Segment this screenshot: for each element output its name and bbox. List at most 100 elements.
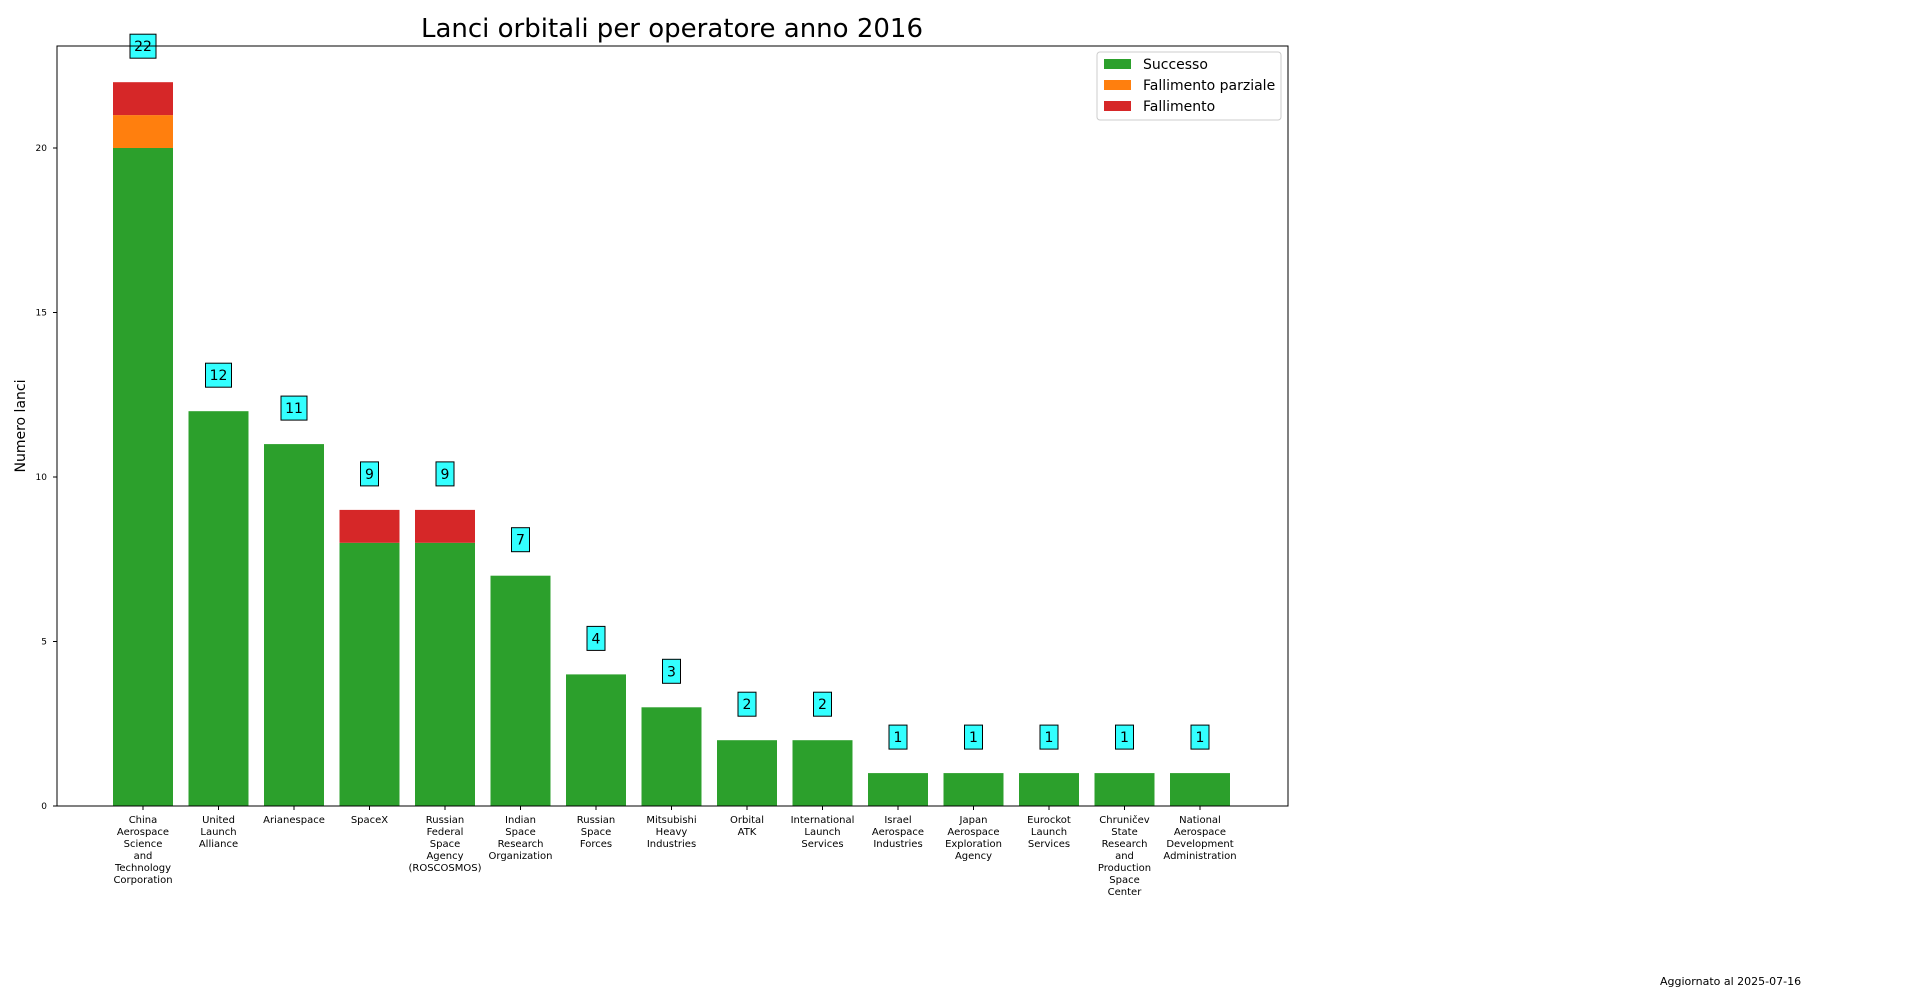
total-label-text: 7 (516, 533, 525, 549)
bar-successo (339, 542, 400, 806)
total-label-box (360, 461, 379, 487)
y-tick-label: 10 (36, 473, 48, 483)
x-tick-label: International Launch Services (791, 815, 855, 850)
bar-successo (792, 740, 853, 806)
total-label-box (813, 691, 832, 717)
x-tick-label: Indian Space Research Organization (489, 815, 553, 862)
total-label-box (435, 461, 455, 487)
total-label: 3 (662, 658, 681, 684)
bars-layer (113, 82, 1230, 807)
total-label-box (1115, 724, 1134, 750)
x-tick-label: Arianespace (263, 815, 325, 826)
total-label: 1 (1039, 724, 1059, 750)
total-label-box (662, 658, 681, 684)
total-label-box (964, 724, 983, 750)
total-label-box (1039, 724, 1059, 750)
total-label-box (888, 724, 908, 750)
bar-fallimento-parziale (113, 115, 173, 148)
legend-swatch (1104, 101, 1131, 111)
x-tick-label: Chruničev State Research and Production Space… (1098, 814, 1151, 898)
updated-note: Aggiornato al 2025-07-16 (1660, 975, 1802, 988)
bar-successo (1019, 773, 1079, 806)
total-label-box (280, 395, 308, 421)
chart-title: Lanci orbitali per operatore anno 2016 (421, 14, 923, 44)
plot-frame (56, 45, 1289, 807)
total-label-box (1190, 724, 1210, 750)
total-label-text: 1 (1196, 730, 1205, 746)
y-tick-label: 0 (41, 802, 47, 812)
x-tick-label: United Launch Alliance (199, 815, 238, 850)
legend-swatch (1104, 80, 1131, 90)
total-label-box (586, 625, 606, 651)
legend: Successo Fallimento parziale Fallimento (1096, 51, 1282, 121)
bar-successo (868, 773, 928, 806)
bar-successo (264, 444, 324, 806)
total-label: 11 (280, 395, 308, 421)
bar-successo (188, 411, 249, 806)
total-label: 1 (964, 724, 983, 750)
total-label-text: 22 (134, 39, 152, 55)
total-label-text: 11 (285, 401, 303, 417)
legend-item: Fallimento (1104, 99, 1215, 115)
bar-successo (717, 740, 777, 806)
total-label-text: 3 (667, 664, 676, 680)
x-tick-label: Eurockot Launch Services (1027, 815, 1071, 850)
total-label-text: 9 (365, 467, 374, 483)
total-label: 2 (813, 691, 832, 717)
total-label-text: 4 (592, 631, 601, 647)
total-label-text: 1 (969, 730, 978, 746)
total-label-text: 1 (1045, 730, 1054, 746)
y-tick-label: 15 (36, 308, 47, 318)
total-label-text: 12 (210, 368, 228, 384)
y-ticks-layer: 0 5 10 15 20 (36, 144, 57, 812)
total-label: 9 (435, 461, 455, 487)
legend-frame (1096, 51, 1282, 121)
bar-successo (113, 147, 173, 807)
bar-successo (490, 575, 551, 806)
x-tick-label: China Aerospace Science and Technology Corpor… (113, 815, 172, 886)
total-label: 4 (586, 625, 606, 651)
total-label: 12 (205, 362, 232, 388)
total-label: 9 (360, 461, 379, 487)
total-label-box (205, 362, 232, 388)
bar-successo (566, 674, 626, 806)
bar-fallimento (415, 509, 475, 543)
x-tick-label: Israel Aerospace Industries (872, 815, 924, 850)
total-label: 1 (1190, 724, 1210, 750)
y-axis-label: Numero lanci (13, 380, 29, 473)
x-tick-label: Russian Federal Space Agency (ROSCOSMOS) (408, 815, 481, 874)
y-tick-label: 20 (36, 144, 48, 154)
total-label-box (511, 527, 530, 553)
total-label-text: 1 (1120, 730, 1129, 746)
legend-item: Successo (1104, 57, 1208, 73)
legend-swatch (1104, 59, 1131, 69)
x-tick-label: Russian Space Forces (577, 815, 616, 850)
bar-successo (415, 542, 475, 806)
total-label-text: 2 (743, 697, 752, 713)
total-label: 7 (511, 527, 530, 553)
bar-successo (641, 707, 702, 806)
total-label-text: 2 (818, 697, 827, 713)
total-label: 1 (888, 724, 908, 750)
x-tick-label: Mitsubishi Heavy Industries (646, 815, 696, 850)
bar-fallimento (113, 82, 173, 116)
x-tick-label: Orbital ATK (730, 815, 764, 838)
legend-item: Fallimento parziale (1104, 78, 1275, 94)
total-label-text: 1 (894, 730, 903, 746)
bar-successo (1094, 773, 1155, 806)
bar-fallimento (339, 509, 400, 543)
y-tick-label: 5 (41, 637, 47, 647)
legend-label: Fallimento (1143, 99, 1215, 115)
total-label-text: 9 (441, 467, 450, 483)
legend-label: Successo (1143, 57, 1208, 73)
bar-successo (1170, 773, 1230, 806)
x-tick-labels-layer: China Aerospace Science and Technology Corpor… (113, 806, 1237, 898)
bar-successo (943, 773, 1004, 806)
x-tick-label: National Aerospace Development Administrati… (1163, 815, 1236, 862)
total-label-box (737, 691, 757, 717)
x-tick-label: Japan Aerospace Exploration Agency (945, 815, 1002, 862)
total-label: 2 (737, 691, 757, 717)
total-label: 1 (1115, 724, 1134, 750)
